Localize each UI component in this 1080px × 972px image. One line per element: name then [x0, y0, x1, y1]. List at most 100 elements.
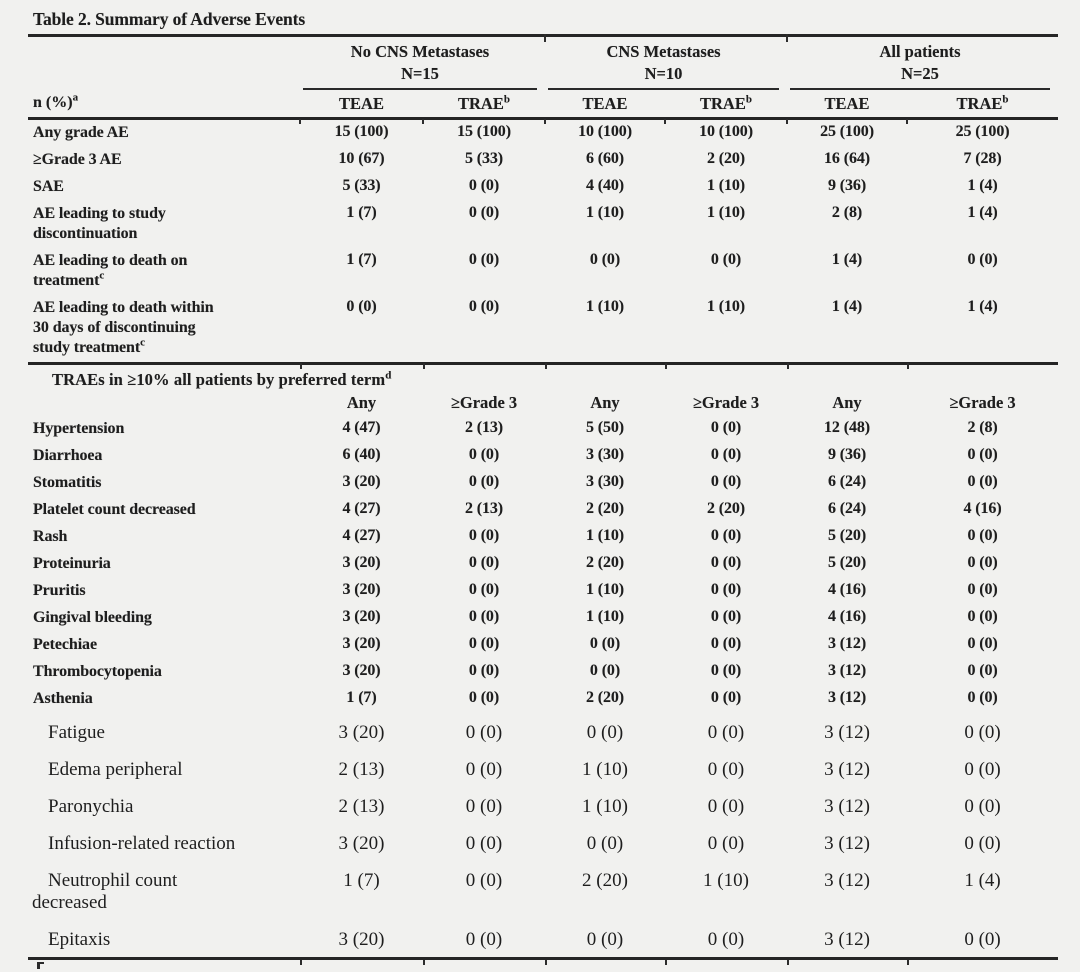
cell-value: 2 (13) [464, 500, 504, 517]
cell-value: 1 (7) [346, 689, 377, 706]
group-header-row: No CNS Metastases N=15 CNS Metastases N=… [28, 34, 1058, 90]
cell-value: 0 (0) [468, 527, 500, 544]
cell-value: 1 (10) [582, 796, 628, 817]
table-row: Infusion-related reaction 3 (20) 0 (0) 0 (0… [28, 824, 1058, 861]
cell-value: 0 (0) [964, 929, 1001, 950]
row-label: Diarrhoea [33, 447, 103, 464]
cell-value: 0 (0) [710, 662, 742, 679]
row-label: Infusion-related reaction [48, 833, 236, 854]
cell-value: 5 (33) [464, 150, 504, 167]
cell-value: 3 (20) [342, 608, 381, 625]
cell-value: 2 (13) [464, 419, 504, 436]
cell-value: 5 (20) [827, 554, 867, 571]
cell-value: 0 (0) [710, 446, 742, 463]
cell-value: 0 (0) [710, 608, 742, 625]
cell-value: 0 (0) [468, 251, 500, 268]
cell-value: 2 (20) [582, 870, 628, 891]
cell-value: 0 (0) [465, 722, 503, 743]
group-n: N=15 [401, 64, 439, 83]
table-row: Any grade AE 15 (100) 15 (100) 10 (100) 10 (… [28, 117, 1058, 148]
cell-value: 0 (0) [710, 527, 742, 544]
table-row: Edema peripheral 2 (13) 0 (0) 1 (10) 0 (0) 3 … [28, 750, 1058, 787]
rule-tick [665, 960, 667, 965]
rule-tick [423, 363, 425, 369]
cell-value: 3 (30) [585, 446, 625, 463]
preferred-term-header-row: Any ≥Grade 3 Any ≥Grade 3 Any ≥Grade 3 [28, 392, 1058, 416]
rule-tick [787, 960, 789, 965]
cell-value: 25 (100) [906, 117, 1058, 148]
cell-value: 3 (12) [824, 870, 870, 891]
group-n: N=10 [644, 64, 683, 83]
cell-value: 1 (4) [964, 870, 1001, 891]
table-row: Paronychia 2 (13) 0 (0) 1 (10) 0 (0) 3 (12) 0 … [28, 787, 1058, 824]
col-header-any-2: Any [590, 393, 620, 412]
cell-value: 3 (20) [342, 473, 381, 490]
row-label: Neutrophil count decreased [32, 870, 178, 913]
cell-value: 0 (0) [967, 581, 998, 598]
cell-value: 9 (36) [827, 446, 867, 463]
cell-value: 0 (0) [707, 759, 745, 780]
cell-value: 10 (100) [544, 117, 665, 148]
group-header-all-patients: All patients N=25 [786, 34, 1058, 90]
cell-value: 2 (20) [585, 554, 625, 571]
column-header-row: n (%)a TEAE TRAEb TEAE TRAEb TEAE TRAEb [28, 90, 1059, 120]
table-row: AE leading to death within 30 days of di… [28, 295, 1058, 364]
cell-value: 0 (0) [707, 722, 745, 743]
cell-value: 5 (33) [342, 177, 381, 194]
cell-value: 3 (30) [585, 473, 625, 490]
cell-value: 4 (16) [827, 608, 867, 625]
col-header-any-3: Any [832, 393, 862, 412]
group-header-cns: CNS Metastases N=10 [543, 34, 787, 90]
trae-section-head: TRAEs in ≥10% all patients by preferred … [28, 362, 1059, 417]
cell-value: 1 (4) [967, 177, 998, 194]
cell-value: 1 (10) [585, 608, 625, 625]
group-n: N=25 [901, 64, 939, 83]
cell-value: 1 (10) [703, 870, 749, 891]
cell-value: 0 (0) [468, 554, 500, 571]
row-label: SAE [33, 178, 64, 195]
row-label: ≥Grade 3 AE [33, 151, 122, 168]
table-row: Gingival bleeding 3 (20) 0 (0) 1 (10) 0 (0) 4… [28, 605, 1058, 632]
cell-value: 0 (0) [967, 473, 998, 490]
table-row: Pruritis 3 (20) 0 (0) 1 (10) 0 (0) 4 (16) 0 (0… [28, 578, 1058, 605]
rule-tick [300, 960, 302, 965]
col-header-any-1: Any [346, 393, 377, 412]
cell-value: 0 (0) [967, 251, 998, 268]
cell-value: 4 (27) [342, 500, 381, 517]
cell-value: 0 (0) [465, 796, 503, 817]
cell-value: 0 (0) [967, 662, 998, 679]
cell-value: 1 (10) [706, 298, 746, 315]
row-label: Proteinuria [33, 555, 111, 572]
col-header-grade3-2: ≥Grade 3 [692, 393, 760, 412]
col-header-teae-1: TEAE [300, 90, 423, 120]
row-label: Rash [33, 528, 68, 545]
table-row: Proteinuria 3 (20) 0 (0) 2 (20) 0 (0) 5 (20) 0… [28, 551, 1058, 578]
cell-value: 4 (27) [342, 527, 381, 544]
cell-value: 0 (0) [586, 722, 624, 743]
cell-value: 0 (0) [465, 870, 503, 891]
cell-value: 3 (12) [824, 796, 870, 817]
cell-value: 3 (12) [824, 722, 870, 743]
group-label: All patients [879, 42, 961, 61]
cell-value: 0 (0) [967, 446, 998, 463]
cell-value: 2 (8) [831, 204, 863, 221]
section-header: TRAEs in ≥10% all patients by preferred … [28, 362, 1059, 392]
cell-value: 2 (20) [585, 689, 625, 706]
table-row: AE leading to study discontinuation 1 (7)… [28, 201, 1058, 248]
cell-value: 3 (20) [338, 833, 385, 854]
cell-value: 1 (4) [967, 204, 998, 221]
cell-value: 0 (0) [589, 635, 621, 652]
cell-value: 0 (0) [964, 759, 1001, 780]
cell-value: 6 (40) [342, 446, 381, 463]
cell-value: 25 (100) [786, 117, 907, 148]
row-label: Thrombocytopenia [33, 663, 162, 680]
cell-value: 1 (7) [343, 870, 380, 891]
cell-value: 1 (10) [585, 204, 625, 221]
cell-value: 0 (0) [465, 929, 503, 950]
cell-value: 0 (0) [586, 833, 624, 854]
group-label: No CNS Metastases [350, 42, 490, 61]
cell-value: 2 (20) [706, 500, 746, 517]
table-row: Asthenia 1 (7) 0 (0) 2 (20) 0 (0) 3 (12) 0 (0) [28, 686, 1058, 713]
rule-tick [907, 363, 909, 369]
cell-value: 0 (0) [967, 554, 998, 571]
